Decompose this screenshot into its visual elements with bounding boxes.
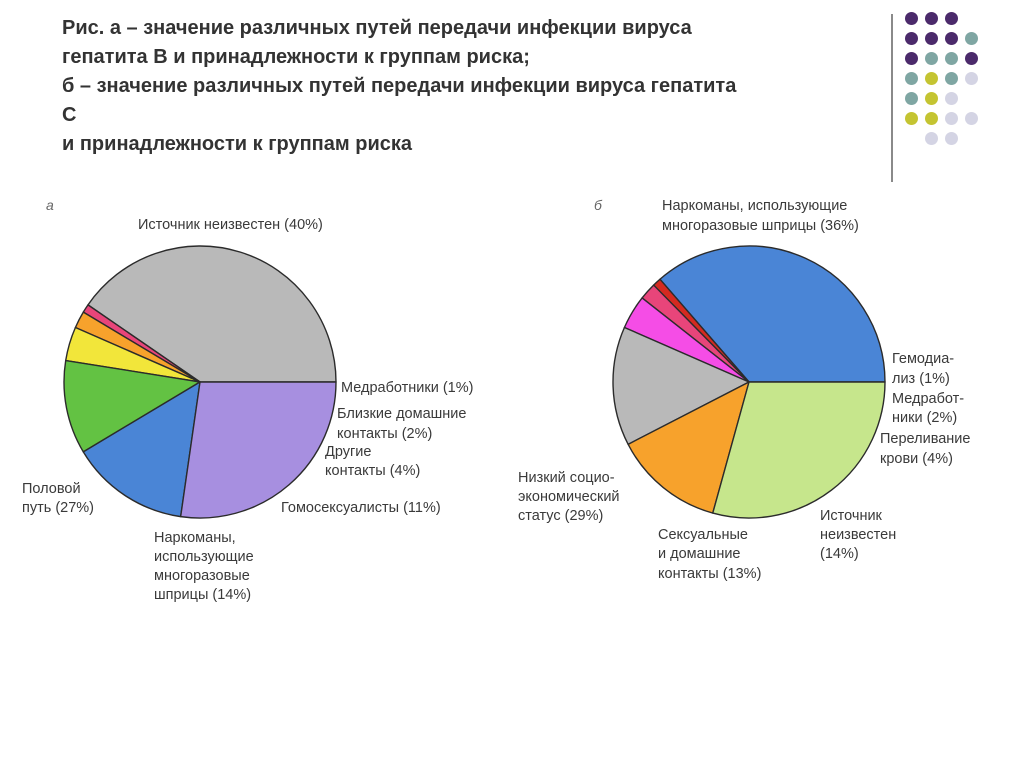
- title-line-4: С: [62, 104, 77, 126]
- label-a-homosexual: Гомосексуалисты (11%): [281, 500, 441, 516]
- decor-dot: [945, 72, 958, 85]
- decor-dot: [925, 32, 938, 45]
- decor-dot: [925, 112, 938, 125]
- label-a-other-contacts: Другие контакты (4%): [325, 444, 420, 479]
- decor-dot: [945, 132, 958, 145]
- decor-dot: [905, 72, 918, 85]
- label-b-unknown: Источник неизвестен (14%): [820, 508, 900, 562]
- title-divider: [891, 14, 893, 182]
- title-line-3: б – значение различных путей передачи ин…: [62, 75, 737, 97]
- label-b-drug-users: Наркоманы, использующие многоразовые шпр…: [662, 198, 859, 234]
- decor-dot: [945, 52, 958, 65]
- decor-dot: [965, 52, 978, 65]
- label-a-close-contacts: Близкие домашние контакты (2%): [337, 406, 471, 442]
- decor-dot: [925, 132, 938, 145]
- decor-dot: [945, 12, 958, 25]
- label-a-unknown: Источник неизвестен (40%): [138, 217, 323, 233]
- decor-dot: [925, 92, 938, 105]
- decor-dot: [965, 72, 978, 85]
- decor-dot: [965, 112, 978, 125]
- pie-b-slice-6: [712, 381, 886, 519]
- decor-dot: [905, 12, 918, 25]
- label-b-med: Медработ- ники (2%): [892, 391, 968, 426]
- decor-dot: [965, 32, 978, 45]
- pie-b-slice-4: [612, 326, 750, 446]
- slide-title: Рис. а – значение различных путей переда…: [62, 14, 892, 159]
- pie-chart-a: [63, 245, 337, 519]
- panel-label-a: а: [46, 197, 54, 213]
- title-line-2: гепатита В и принадлежности к группам ри…: [62, 46, 530, 68]
- decorative-dot-grid: [905, 12, 1015, 162]
- decor-dot: [945, 92, 958, 105]
- decor-dot: [925, 72, 938, 85]
- title-line-5: и принадлежности к группам риска: [62, 133, 412, 155]
- pie-chart-b: [612, 245, 886, 519]
- pie-a-slice-4: [63, 359, 201, 453]
- decor-dot: [905, 112, 918, 125]
- pie-b-slice-0: [659, 245, 886, 383]
- pie-a-slice-6: [179, 381, 337, 519]
- label-b-blood: Переливание крови (4%): [880, 431, 975, 467]
- label-a-sexual: Половой путь (27%): [22, 481, 94, 516]
- decor-dot: [925, 52, 938, 65]
- decor-dot: [905, 92, 918, 105]
- decor-dot: [905, 52, 918, 65]
- decor-dot: [945, 32, 958, 45]
- label-b-dialysis: Гемодиа- лиз (1%): [892, 351, 958, 387]
- label-a-drug-users: Наркоманы, использующие многоразовые шпр…: [154, 530, 258, 603]
- decor-dot: [945, 112, 958, 125]
- pie-b-slice-5: [627, 381, 750, 514]
- pie-a-slice-5: [82, 381, 201, 518]
- panel-label-b: б: [594, 197, 603, 213]
- pie-a-slice-0: [87, 245, 337, 383]
- title-line-1: Рис. а – значение различных путей переда…: [62, 17, 692, 39]
- label-a-med: Медработники (1%): [341, 380, 473, 396]
- label-b-sexual-domestic: Сексуальные и домашние контакты (13%): [658, 527, 761, 582]
- decor-dot: [925, 12, 938, 25]
- decor-dot: [905, 32, 918, 45]
- label-b-low-ses: Низкий социо- экономический статус (29%): [518, 470, 624, 524]
